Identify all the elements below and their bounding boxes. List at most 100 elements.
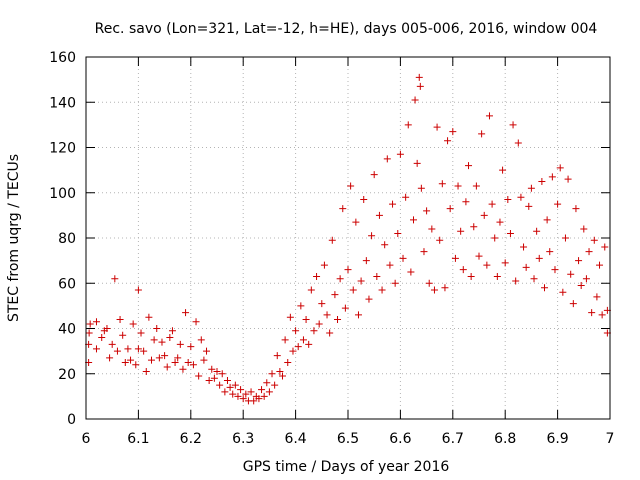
data-point xyxy=(459,266,467,274)
data-point xyxy=(116,315,124,323)
data-point xyxy=(231,381,239,389)
data-point xyxy=(276,367,284,375)
data-point xyxy=(596,261,604,269)
data-point xyxy=(229,390,237,398)
data-point xyxy=(386,261,394,269)
data-point xyxy=(446,205,454,213)
data-point xyxy=(260,392,268,400)
data-point xyxy=(192,318,200,326)
data-point xyxy=(150,336,158,344)
data-point xyxy=(148,356,155,364)
data-point xyxy=(106,354,114,362)
data-point xyxy=(572,205,580,213)
data-point xyxy=(273,352,281,360)
data-point xyxy=(271,381,279,389)
data-point xyxy=(163,363,171,371)
data-point xyxy=(499,166,507,174)
data-point xyxy=(577,282,585,290)
data-point xyxy=(155,354,163,362)
data-point xyxy=(210,374,218,382)
data-point xyxy=(176,340,184,348)
data-point xyxy=(242,390,250,398)
data-point xyxy=(433,123,441,131)
data-points xyxy=(85,73,611,405)
data-point xyxy=(339,205,347,213)
data-point xyxy=(389,200,397,208)
grid xyxy=(86,57,610,419)
data-point xyxy=(488,200,496,208)
data-point xyxy=(485,112,493,120)
data-point xyxy=(538,177,546,185)
data-point xyxy=(416,82,424,90)
data-point xyxy=(349,286,357,294)
data-point xyxy=(299,336,307,344)
chart-title: Rec. savo (Lon=321, Lat=-12, h=HE), days… xyxy=(95,21,598,37)
data-point xyxy=(336,275,344,283)
data-point xyxy=(265,388,273,396)
data-point xyxy=(394,229,402,237)
x-tick-label: 6.5 xyxy=(337,431,359,447)
data-point xyxy=(354,311,362,319)
data-point xyxy=(417,184,425,192)
data-point xyxy=(103,325,111,332)
data-point xyxy=(292,327,300,335)
data-point xyxy=(86,320,94,328)
data-point xyxy=(415,73,423,81)
x-tick-label: 6.9 xyxy=(546,431,568,447)
data-point xyxy=(425,279,433,287)
data-point xyxy=(480,211,488,219)
data-point xyxy=(108,340,116,348)
data-point xyxy=(365,295,373,303)
data-point xyxy=(522,263,530,271)
data-point xyxy=(320,261,328,269)
data-point xyxy=(318,300,326,308)
data-point xyxy=(575,257,583,265)
data-point xyxy=(129,320,137,328)
data-point xyxy=(247,388,255,396)
y-tick-label: 60 xyxy=(58,276,76,292)
x-tick-label: 6.1 xyxy=(127,431,149,447)
data-point xyxy=(444,137,452,145)
data-point xyxy=(281,336,289,344)
data-point xyxy=(111,275,119,283)
data-point xyxy=(216,381,224,389)
data-point xyxy=(362,257,370,265)
data-point xyxy=(121,358,129,366)
data-point xyxy=(179,365,187,373)
data-point xyxy=(509,121,517,129)
data-point xyxy=(313,272,321,280)
data-point xyxy=(514,139,522,147)
x-tick-label: 6.6 xyxy=(389,431,411,447)
data-point xyxy=(357,277,365,285)
data-point xyxy=(127,356,135,364)
data-point xyxy=(255,395,263,403)
data-point xyxy=(441,284,449,292)
data-point xyxy=(436,236,444,244)
data-point xyxy=(286,313,294,321)
data-point xyxy=(344,266,352,274)
data-point xyxy=(512,277,520,285)
data-point xyxy=(449,128,457,136)
data-point xyxy=(493,272,501,280)
data-point xyxy=(331,291,339,299)
data-point xyxy=(310,327,318,335)
data-point xyxy=(161,352,169,360)
data-point xyxy=(234,392,242,400)
data-point xyxy=(525,202,533,210)
data-point xyxy=(535,254,543,262)
x-axis-label: GPS time / Days of year 2016 xyxy=(243,459,450,475)
data-point xyxy=(158,338,166,346)
data-point xyxy=(279,372,286,380)
data-point xyxy=(268,370,276,378)
data-point xyxy=(478,130,486,138)
data-point xyxy=(92,345,100,353)
data-point xyxy=(263,379,271,387)
data-point xyxy=(520,243,528,251)
data-point xyxy=(381,241,389,249)
data-point xyxy=(98,334,106,342)
data-point xyxy=(373,272,381,280)
data-point xyxy=(559,288,567,296)
data-point xyxy=(334,315,342,323)
data-point xyxy=(593,293,601,301)
data-point xyxy=(250,397,258,405)
